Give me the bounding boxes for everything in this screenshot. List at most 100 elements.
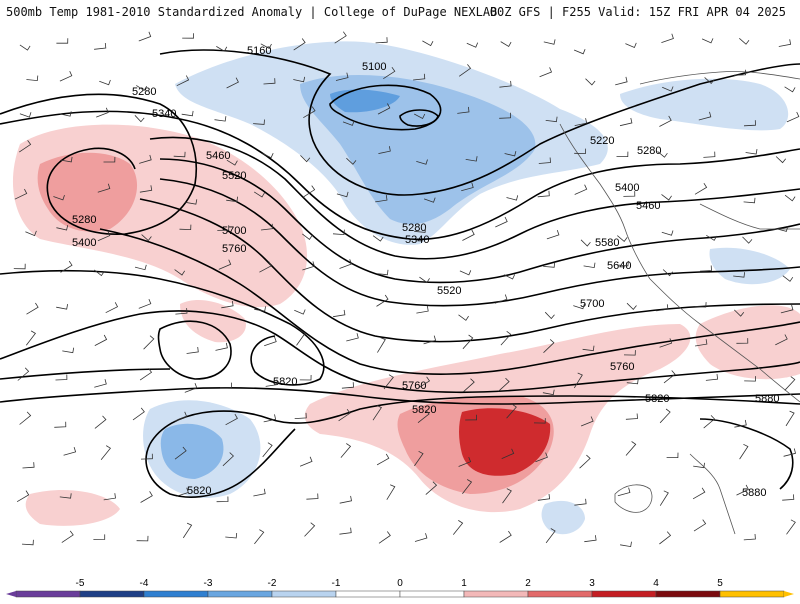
wind-barb	[705, 374, 719, 381]
wind-barb	[61, 530, 74, 543]
wind-barb	[25, 230, 37, 237]
height-label: 5460	[206, 150, 230, 162]
model-run-info: 00Z GFS | F255 Valid: 15Z FRI APR 04 202…	[489, 5, 786, 19]
wind-barb	[580, 239, 591, 247]
wind-barb	[263, 78, 276, 85]
wind-barb	[296, 330, 306, 346]
coastline	[639, 71, 800, 85]
height-label: 5880	[742, 487, 766, 499]
height-label: 5760	[402, 380, 426, 392]
legend-color-segment	[143, 590, 209, 598]
height-label: 5820	[645, 393, 669, 405]
legend-color-segment	[527, 590, 593, 598]
map-title: 500mb Temp 1981-2010 Standardized Anomal…	[6, 5, 498, 19]
wind-barb	[782, 494, 795, 501]
wind-barb	[776, 226, 789, 232]
wind-barb	[784, 194, 796, 202]
wind-barb	[543, 339, 555, 353]
wind-barb	[103, 156, 116, 163]
wind-barb	[53, 194, 65, 201]
wind-barb	[414, 227, 426, 233]
legend-color-segment	[463, 590, 529, 598]
wind-barb	[299, 456, 313, 467]
wind-barb	[734, 309, 745, 317]
anomaly-area-light-blue	[709, 247, 790, 285]
wind-barb	[140, 453, 153, 460]
legend-tick-labels: -5 -4 -3 -2 -1 0 1 2 3 4 5	[76, 578, 724, 589]
wind-barb	[333, 309, 346, 318]
wind-barb	[739, 37, 750, 45]
anomaly-area-light-blue	[541, 500, 585, 535]
wind-barb	[335, 72, 349, 81]
wind-barb	[462, 479, 473, 495]
anomaly-legend: -5 -4 -3 -2 -1 0 1 2 3 4 5	[0, 576, 800, 600]
wind-barb	[332, 229, 345, 236]
wind-barb	[174, 269, 186, 276]
height-labels: 5160 5100 5280 5340 5460 5520 5280 5400 …	[72, 45, 779, 499]
wind-barb	[139, 185, 153, 193]
wind-barb	[18, 140, 32, 153]
wind-barb	[259, 261, 272, 273]
wind-barb	[222, 452, 234, 467]
legend-color-segment	[655, 590, 721, 598]
wind-barb	[423, 335, 437, 345]
wind-barb	[19, 411, 32, 425]
wind-barb	[573, 49, 586, 55]
wind-barb	[176, 75, 190, 87]
height-label: 5280	[402, 222, 426, 234]
height-label: 5280	[637, 145, 661, 157]
wind-barb	[417, 376, 431, 389]
wind-barb	[546, 229, 560, 240]
wind-barb	[775, 156, 787, 164]
wind-barb	[60, 156, 73, 163]
wind-barb	[623, 350, 636, 356]
wind-barb	[214, 116, 227, 122]
wind-barb	[584, 535, 597, 543]
legend-tick-label: -3	[204, 578, 213, 589]
height-contour	[329, 84, 442, 131]
wind-barb	[22, 462, 35, 469]
wind-barb	[174, 446, 187, 460]
wind-barb	[254, 529, 265, 545]
wind-barb	[346, 157, 357, 165]
legend-tick-label: 2	[525, 578, 531, 589]
height-label: 5160	[247, 45, 271, 57]
wind-barb	[533, 418, 546, 424]
wind-barb	[216, 496, 229, 503]
wind-barb	[499, 112, 512, 119]
wind-barb	[94, 415, 107, 429]
wind-barb	[346, 333, 359, 342]
wind-barb	[264, 336, 277, 347]
height-label: 5640	[607, 260, 631, 272]
wind-barb	[182, 33, 194, 39]
wind-barb	[56, 38, 69, 44]
wind-barb	[537, 190, 550, 198]
wind-barb	[105, 302, 119, 314]
wind-barb	[226, 196, 238, 203]
wind-barb	[96, 107, 109, 118]
wind-barb	[63, 446, 77, 456]
height-label: 5400	[72, 237, 96, 249]
wind-barb	[254, 306, 266, 312]
wind-barb	[742, 236, 753, 244]
coastlines	[559, 71, 800, 535]
positive-anomaly-shading	[12, 124, 800, 526]
wind-barb	[786, 519, 796, 535]
wind-barb	[659, 408, 671, 424]
height-contour	[699, 418, 794, 490]
legend-color-segment	[79, 590, 145, 598]
wind-barb	[504, 151, 517, 157]
wind-barb	[253, 488, 266, 497]
wind-barb	[138, 298, 152, 309]
wind-barb	[60, 260, 73, 273]
anomaly-area-dark-blue	[330, 89, 400, 113]
wind-barb	[545, 116, 558, 123]
wind-barb	[694, 182, 708, 195]
height-contour	[149, 395, 800, 445]
negative-anomaly-shading	[143, 41, 790, 535]
wind-barb	[659, 338, 673, 348]
wind-barb	[103, 493, 116, 501]
wind-barb	[225, 413, 238, 426]
wind-barb	[461, 182, 474, 192]
wind-barb	[582, 345, 595, 352]
